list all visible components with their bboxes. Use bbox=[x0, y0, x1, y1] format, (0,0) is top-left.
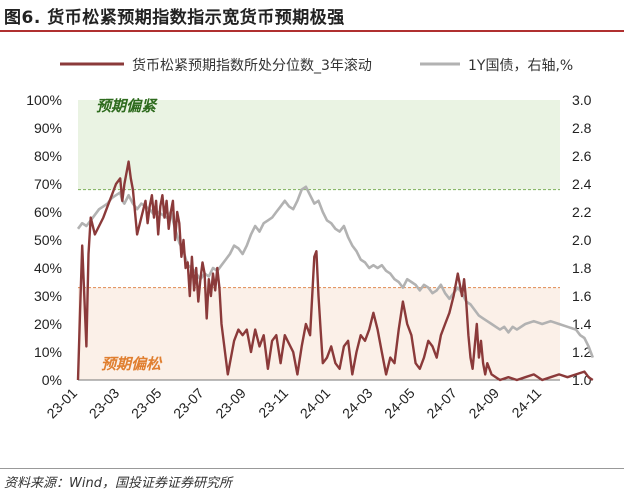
left-axis-tick-label: 20% bbox=[34, 316, 62, 332]
zone-loose-label: 预期偏松 bbox=[101, 355, 163, 373]
chart-area: 0%10%20%30%40%50%60%70%80%90%100% 1.01.2… bbox=[26, 62, 595, 422]
x-axis-tick-label: 24-05 bbox=[381, 385, 418, 422]
left-axis-tick-label: 60% bbox=[34, 204, 62, 220]
right-axis-tick-label: 1.4 bbox=[572, 316, 592, 332]
right-axis-tick-label: 2.2 bbox=[572, 204, 592, 220]
source-rule bbox=[0, 468, 624, 469]
left-axis-tick-label: 0% bbox=[42, 372, 62, 388]
legend-gray-label: 1Y国债，右轴,% bbox=[468, 58, 574, 74]
zone-tight-background bbox=[78, 100, 560, 190]
left-axis-ticks: 0% 10% 20% 30% 40% 50% 60% 70% 80% 90% 100% bbox=[26, 92, 62, 388]
right-axis-ticks: 1.01.21.41.61.82.02.22.42.62.83.0 bbox=[572, 92, 592, 388]
x-axis-tick-label: 24-11 bbox=[508, 385, 544, 421]
right-axis-tick-label: 2.6 bbox=[572, 148, 592, 164]
left-axis-tick-label: 40% bbox=[34, 260, 62, 276]
left-axis-tick-label: 50% bbox=[34, 232, 62, 248]
x-axis-tick-label: 23-09 bbox=[212, 385, 249, 422]
figure-title: 图6. 货币松紧预期指数指示宽货币预期极强 bbox=[4, 8, 345, 28]
right-axis-tick-label: 2.8 bbox=[572, 120, 592, 136]
right-axis-tick-label: 2.4 bbox=[572, 176, 592, 192]
right-axis-tick-label: 1.6 bbox=[572, 288, 592, 304]
left-axis-tick-label: 70% bbox=[34, 176, 62, 192]
x-axis-tick-label: 24-01 bbox=[297, 385, 334, 422]
x-axis-tick-label: 24-09 bbox=[465, 385, 502, 422]
source-note: 资料来源：Wind，国投证券证券研究所 bbox=[4, 476, 232, 491]
left-axis-tick-label: 80% bbox=[34, 148, 62, 164]
right-axis-tick-label: 3.0 bbox=[572, 92, 592, 108]
title-rule bbox=[0, 30, 624, 32]
x-axis-tick-label: 23-11 bbox=[255, 385, 291, 421]
left-axis-tick-label: 90% bbox=[34, 120, 62, 136]
x-axis-tick-label: 23-07 bbox=[170, 385, 207, 422]
zone-tight-label: 预期偏紧 bbox=[96, 97, 158, 115]
left-axis-tick-label: 30% bbox=[34, 288, 62, 304]
x-axis-tick-label: 24-07 bbox=[423, 385, 460, 422]
right-axis-tick-label: 1.2 bbox=[572, 344, 592, 360]
left-axis-tick-label: 100% bbox=[26, 92, 62, 108]
legend-red-label: 货币松紧预期指数所处分位数_3年滚动 bbox=[132, 58, 372, 74]
x-axis-tick-label: 23-03 bbox=[86, 385, 123, 422]
x-axis-tick-label: 23-01 bbox=[43, 385, 80, 422]
x-axis-tick-label: 23-05 bbox=[128, 385, 165, 422]
x-axis-tick-label: 24-03 bbox=[339, 385, 376, 422]
left-axis-tick-label: 10% bbox=[34, 344, 62, 360]
right-axis-tick-label: 2.0 bbox=[572, 232, 592, 248]
right-axis-tick-label: 1.8 bbox=[572, 260, 592, 276]
series-monetary-tightness-line bbox=[76, 160, 594, 382]
x-axis-ticks: 23-01 23-03 23-05 23-07 23-09 23-11 24-01 24-03… bbox=[43, 385, 544, 422]
